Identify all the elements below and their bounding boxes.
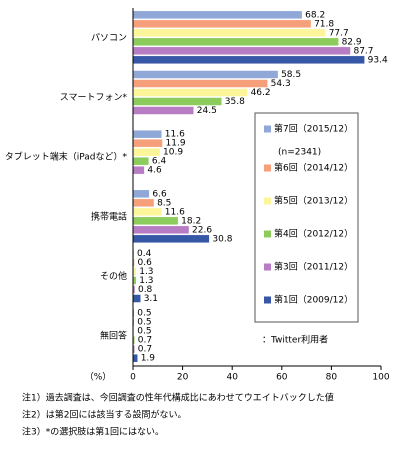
legend-label: 第6回（2014/12） bbox=[274, 162, 353, 174]
value-label: 0.5 bbox=[137, 309, 151, 319]
value-label: 3.1 bbox=[144, 294, 158, 304]
x-tick-label: 80 bbox=[326, 373, 338, 383]
value-label: 6.6 bbox=[152, 189, 167, 199]
value-label: 71.8 bbox=[314, 19, 334, 29]
y-tick-label: 無回答 bbox=[100, 330, 127, 342]
value-label: 54.3 bbox=[271, 79, 291, 89]
x-tick-label: 100 bbox=[372, 373, 389, 383]
legend-label: 第3回（2011/12） bbox=[274, 261, 353, 273]
bar bbox=[132, 55, 365, 65]
legend-swatch bbox=[264, 164, 271, 172]
value-label: 87.7 bbox=[353, 46, 373, 56]
value-label: 1.3 bbox=[139, 276, 153, 286]
value-label: 6.4 bbox=[152, 157, 167, 167]
value-label: 0.4 bbox=[137, 249, 152, 259]
bar bbox=[132, 294, 141, 303]
bar bbox=[132, 37, 339, 47]
bar bbox=[132, 79, 268, 88]
x-tick-label: 60 bbox=[276, 373, 288, 383]
value-label: 35.8 bbox=[225, 97, 245, 107]
bar bbox=[132, 97, 223, 106]
legend-swatch bbox=[264, 230, 271, 238]
bar bbox=[132, 198, 155, 208]
legend-swatch bbox=[264, 296, 271, 304]
value-label: 11.9 bbox=[166, 139, 186, 149]
footnote: 注1）過去調査は、今回調査の性年代構成比にあわせてウエイトバックした値 bbox=[22, 392, 334, 404]
bar bbox=[132, 353, 138, 363]
bar bbox=[132, 138, 163, 148]
legend-label: 第5回（2013/12） bbox=[274, 195, 353, 207]
value-label: 10.9 bbox=[163, 148, 183, 158]
bar bbox=[132, 234, 210, 244]
bar bbox=[132, 46, 351, 56]
value-label: 24.5 bbox=[197, 106, 217, 116]
bar bbox=[132, 165, 145, 175]
value-label: 58.5 bbox=[281, 70, 301, 80]
legend-label: 第1回（2009/12） bbox=[274, 294, 353, 306]
x-tick-label: 40 bbox=[226, 373, 238, 383]
value-label: 0.5 bbox=[137, 327, 151, 337]
value-label: 0.8 bbox=[138, 285, 153, 295]
value-label: 0.6 bbox=[137, 258, 152, 268]
legend-swatch bbox=[264, 125, 271, 133]
y-tick-label: 携帯電話 bbox=[91, 210, 127, 222]
value-label: 30.8 bbox=[212, 234, 232, 244]
bar bbox=[132, 10, 303, 20]
value-label: 0.7 bbox=[138, 345, 152, 355]
x-tick-label: 0 bbox=[130, 373, 136, 383]
x-axis-label: （%） bbox=[85, 372, 112, 383]
legend-label: 第7回（2015/12） bbox=[274, 123, 353, 135]
value-label: 0.7 bbox=[138, 336, 152, 346]
y-tick-label: スマートフォン* bbox=[60, 93, 128, 103]
legend-swatch bbox=[264, 197, 271, 205]
bar bbox=[132, 156, 150, 166]
value-label: 46.2 bbox=[251, 88, 271, 98]
legend-sample-size: (n=2341) bbox=[278, 148, 321, 158]
bar bbox=[132, 19, 312, 29]
y-tick-label: その他 bbox=[100, 270, 127, 282]
footnote: 注3）*の選択肢は第1回にはない。 bbox=[22, 426, 164, 438]
value-label: 0.5 bbox=[137, 318, 151, 328]
value-label: 82.9 bbox=[342, 37, 362, 47]
value-label: 8.5 bbox=[157, 198, 171, 208]
bar bbox=[132, 129, 163, 139]
bar bbox=[132, 28, 326, 38]
value-label: 22.6 bbox=[192, 225, 212, 235]
legend-note: ：Twitter利用者 bbox=[262, 334, 328, 346]
y-tick-label: タブレット端末（iPadなど）* bbox=[5, 151, 128, 163]
value-label: 93.4 bbox=[368, 55, 388, 65]
value-label: 4.6 bbox=[147, 166, 162, 176]
legend-box bbox=[254, 112, 359, 323]
bar bbox=[132, 207, 163, 217]
value-label: 77.7 bbox=[329, 28, 349, 38]
value-label: 68.2 bbox=[305, 10, 325, 20]
value-label: 11.6 bbox=[165, 207, 185, 217]
y-tick-label: パソコン bbox=[91, 32, 127, 43]
bar bbox=[132, 216, 179, 226]
legend-label: 第4回（2012/12） bbox=[274, 228, 353, 240]
bar bbox=[132, 189, 150, 199]
footnote: 注2）は第2回には該当する設問がない。 bbox=[22, 409, 186, 421]
bar bbox=[132, 70, 279, 79]
legend-swatch bbox=[264, 263, 271, 271]
x-tick-label: 20 bbox=[177, 373, 189, 383]
bar bbox=[132, 106, 195, 115]
value-label: 1.9 bbox=[141, 354, 156, 364]
value-label: 11.6 bbox=[165, 130, 185, 140]
bar bbox=[132, 88, 248, 97]
bar bbox=[132, 225, 190, 235]
bar bbox=[132, 147, 161, 157]
value-label: 18.2 bbox=[181, 216, 201, 226]
value-label: 1.3 bbox=[139, 267, 153, 277]
